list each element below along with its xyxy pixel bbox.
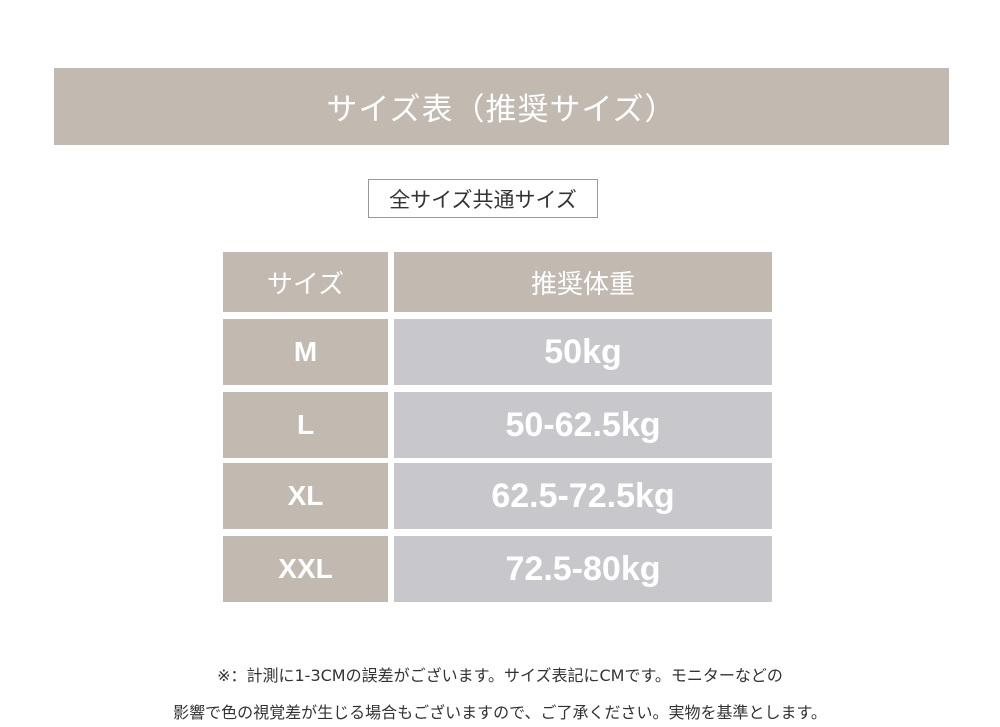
size-cell: XXL <box>223 536 388 602</box>
size-cell: L <box>223 392 388 458</box>
size-cell: XL <box>223 463 388 529</box>
weight-cell: 72.5-80kg <box>394 536 772 602</box>
size-cell: M <box>223 319 388 385</box>
header-size: サイズ <box>223 252 388 312</box>
subtitle-box: 全サイズ共通サイズ <box>368 179 598 218</box>
header-weight: 推奨体重 <box>394 252 772 312</box>
weight-cell: 62.5-72.5kg <box>394 463 772 529</box>
weight-cell: 50-62.5kg <box>394 392 772 458</box>
weight-cell: 50kg <box>394 319 772 385</box>
page-title: サイズ表（推奨サイズ） <box>54 68 949 145</box>
note-line-2: 影響で色の視覚差が生じる場合もございますので、ご了承ください。実物を基準とします… <box>173 703 827 722</box>
note-line-1: ※：計測に1-3CMの誤差がございます。サイズ表記にCMです。モニターなどの <box>217 666 783 685</box>
